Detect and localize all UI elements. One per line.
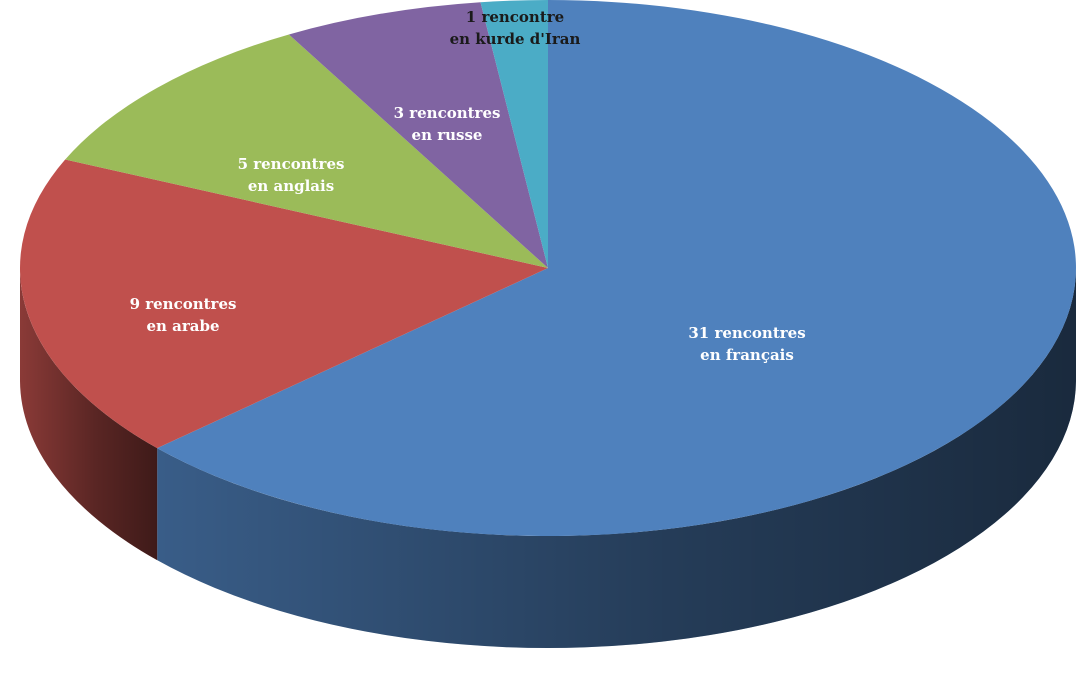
pie-slice-anglais: [65, 34, 549, 268]
slice-label-fran-ais: 31 rencontres en français: [688, 324, 805, 364]
pie-slice-arabe: [19, 159, 549, 449]
pie-side-1: [20, 268, 158, 561]
pie-side-0: [157, 268, 1076, 649]
slice-label-arabe: 9 rencontres en arabe: [130, 295, 237, 335]
pie-sides: [20, 268, 1076, 649]
pie-tops: [19, 0, 1077, 536]
pie-labels: 31 rencontres en français 9 rencontres en a…: [130, 8, 806, 364]
slice-label-kurde-d-iran: 1 rencontre en kurde d'Iran: [450, 8, 581, 48]
slice-label-anglais: 5 rencontres en anglais: [238, 155, 345, 195]
pie-slice-fran-ais: [157, 0, 1077, 536]
pie-slice-russe: [288, 2, 548, 268]
slice-label-russe: 3 rencontres en russe: [394, 104, 501, 144]
pie-slice-kurde-d-iran: [480, 0, 548, 268]
